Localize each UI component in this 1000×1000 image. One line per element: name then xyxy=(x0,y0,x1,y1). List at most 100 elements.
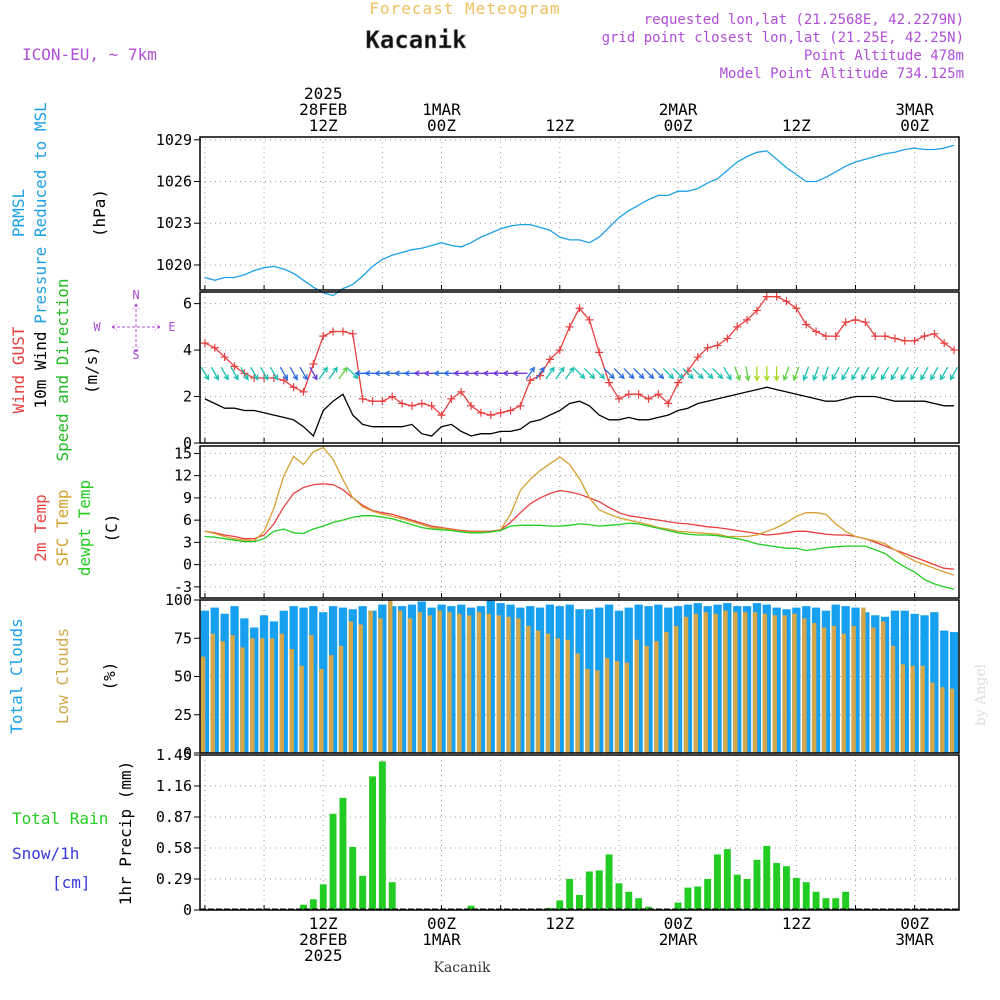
low-cloud-label: Low Clouds xyxy=(53,628,72,724)
wind-arrow xyxy=(744,366,751,382)
credit: by Angel xyxy=(973,663,989,726)
rain-bar xyxy=(763,845,771,910)
low-cloud-bar xyxy=(368,610,373,753)
gust-marker xyxy=(605,378,614,387)
wind-10m-label: 10m Wind xyxy=(31,331,50,408)
pressure-label-1: PRMSL xyxy=(9,189,28,237)
gust-marker xyxy=(486,411,495,420)
wind-arrow xyxy=(890,366,899,381)
low-cloud-bar xyxy=(880,621,886,753)
low-cloud-bar xyxy=(762,613,767,753)
gust-marker xyxy=(802,320,811,329)
wind-arrow xyxy=(200,366,210,381)
bottom-time-label: 2025 xyxy=(304,946,343,965)
rain-bar xyxy=(388,882,396,910)
wind-arrow xyxy=(792,366,800,382)
bottom-time-label: 12Z xyxy=(545,914,574,933)
bottom-time-label: 3MAR xyxy=(895,930,934,949)
gust-marker xyxy=(841,318,850,327)
low-cloud-bar xyxy=(703,612,708,753)
low-cloud-bar xyxy=(388,600,393,753)
10m-wind-line xyxy=(204,386,955,438)
rain-bar xyxy=(783,866,790,910)
low-cloud-bar xyxy=(772,615,777,753)
y-tick-label: 1023 xyxy=(156,214,192,232)
gust-marker xyxy=(910,336,919,345)
y-tick-label: 0 xyxy=(183,901,192,919)
gust-marker xyxy=(920,332,929,341)
snow-label: Snow/1h xyxy=(12,844,79,863)
y-tick-label: 1020 xyxy=(156,256,192,274)
wind-arrow xyxy=(269,366,279,381)
y-tick-label: 0.87 xyxy=(156,808,192,826)
gust-marker xyxy=(348,329,357,338)
low-cloud-bar xyxy=(506,616,511,753)
rain-bar xyxy=(842,891,850,910)
gust-marker xyxy=(338,327,347,336)
wind-arrow xyxy=(900,366,909,381)
wind-arrow xyxy=(299,366,308,381)
low-cloud-bar xyxy=(693,613,698,753)
low-cloud-bar xyxy=(752,612,758,753)
wind-arrow xyxy=(260,366,269,381)
gust-marker xyxy=(743,315,752,324)
low-cloud-bar xyxy=(210,633,215,753)
panel-frame xyxy=(199,136,960,291)
gust-marker xyxy=(930,329,939,338)
rain-bar xyxy=(694,886,702,910)
rain-bar xyxy=(339,797,347,910)
wind-panel: 0 2 4 6 xyxy=(183,291,960,452)
gust-marker xyxy=(220,353,229,362)
rain-bar xyxy=(359,875,367,910)
low-cloud-bar xyxy=(230,635,235,753)
temp-unit: (C) xyxy=(102,514,121,543)
gust-marker xyxy=(210,343,219,352)
y-tick-label: 100 xyxy=(165,591,192,609)
rain-bar xyxy=(714,854,721,910)
gust-marker xyxy=(713,341,722,350)
wind-arrow xyxy=(763,366,770,382)
gust-marker xyxy=(624,390,633,399)
precip-panel: 0 0.29 0.58 0.87 1.16 1.45 xyxy=(156,746,960,919)
gust-marker xyxy=(516,401,525,410)
wind-arrow xyxy=(831,366,840,381)
wind-gust-line xyxy=(204,295,955,417)
low-cloud-bar xyxy=(900,664,905,753)
sfc-label: SFC Temp xyxy=(53,489,72,566)
wind-arrow xyxy=(643,367,655,380)
wind-arrow xyxy=(940,366,949,381)
wind-arrow xyxy=(802,366,810,382)
wind-arrow xyxy=(782,366,790,382)
gust-marker xyxy=(309,360,318,369)
rain-bar xyxy=(822,898,830,910)
rain-bar xyxy=(723,849,731,910)
gust-marker xyxy=(851,315,860,324)
y-tick-label: 1.16 xyxy=(156,777,192,795)
wind-arrow xyxy=(734,366,742,382)
rain-bar xyxy=(625,891,633,910)
rain-bar xyxy=(319,884,327,910)
y-tick-label: 2 xyxy=(183,388,192,406)
low-cloud-bar xyxy=(871,627,876,753)
low-cloud-bar xyxy=(595,670,600,753)
rain-bar xyxy=(792,877,800,910)
rain-bar xyxy=(300,904,307,910)
low-cloud-bar xyxy=(861,607,866,753)
gust-marker xyxy=(289,383,298,392)
y-tick-label: 15 xyxy=(174,444,192,462)
low-cloud-bar xyxy=(821,627,827,753)
gust-marker xyxy=(407,401,416,410)
rain-bar xyxy=(585,871,593,910)
rain-bar xyxy=(378,761,386,910)
gust-marker xyxy=(467,401,476,410)
gust-marker xyxy=(358,394,367,403)
gust-marker xyxy=(871,332,880,341)
gust-marker xyxy=(733,322,742,331)
low-cloud-bar xyxy=(259,638,265,754)
low-cloud-bar xyxy=(742,612,748,753)
gust-marker xyxy=(792,304,801,313)
wind-arrow xyxy=(535,366,545,380)
gust-marker xyxy=(703,343,712,352)
2m-temp-line xyxy=(204,483,955,570)
gust-marker xyxy=(812,327,821,336)
